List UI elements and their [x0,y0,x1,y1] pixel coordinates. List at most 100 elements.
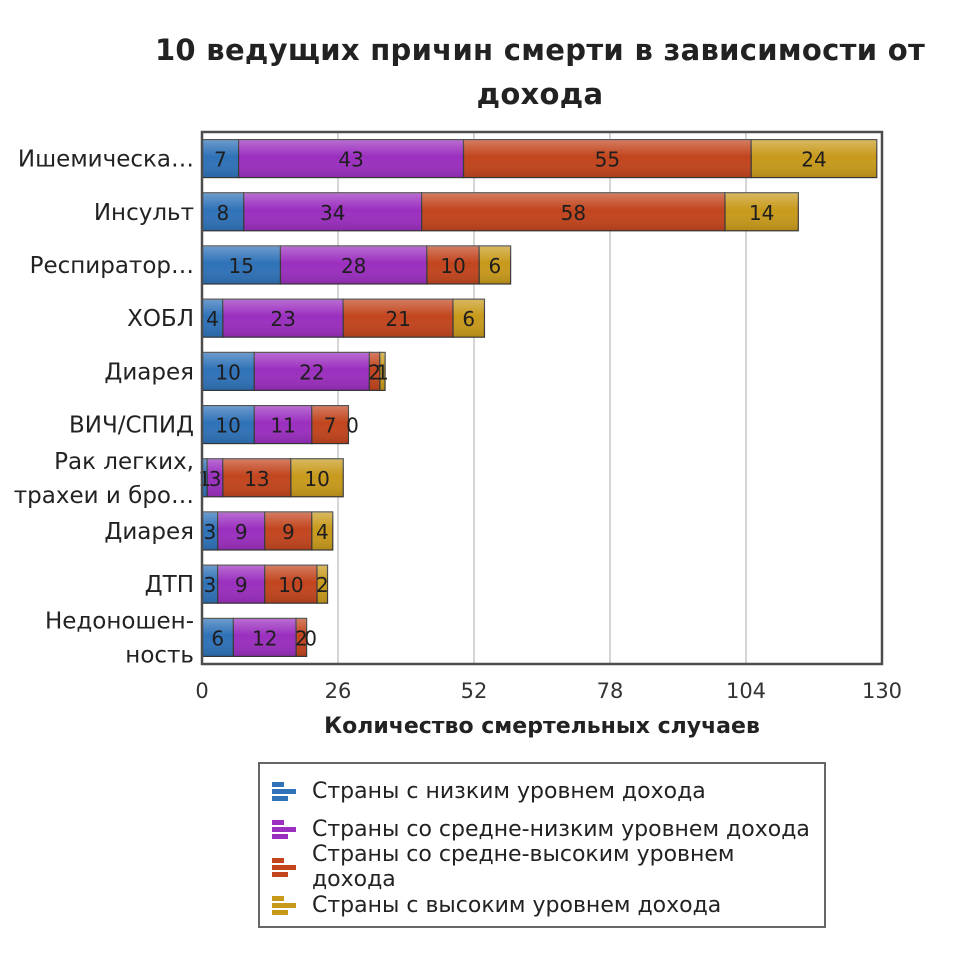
bar-shading [202,246,281,284]
bar-shading [202,618,234,657]
data-label: 8 [217,201,230,225]
chart-title: 10 ведущих причин смерти в зависимости о… [154,33,926,111]
data-label: 22 [299,360,324,384]
bar-shading [217,565,265,604]
data-label: 0 [346,414,359,438]
data-label: 4 [316,520,329,544]
bar-shading [243,192,422,231]
category-label: Недоношен- [45,608,194,634]
legend-label: Страны со средне-высоким уровнем дохода [311,842,735,892]
bar-shading [426,246,480,284]
data-label: 21 [385,307,410,331]
bar-shading [317,565,328,604]
data-label: 28 [341,254,366,278]
data-label: 9 [235,520,248,544]
legend-label: Страны со средне-низким уровнем дохода [312,816,810,842]
category-label: Инсульт [94,200,194,226]
bar-shading [202,139,239,178]
data-label: 10 [215,414,240,438]
data-label: 2 [295,626,308,650]
category-label: ДТП [145,572,194,598]
x-tick-label: 52 [461,679,488,703]
data-label: 34 [320,201,345,225]
bar-shading [207,458,223,497]
bar-shading [479,246,511,284]
bar-shading [202,192,244,231]
legend-item: Страны со средне-высоким уровнем дохода [272,842,824,892]
data-label: 9 [282,520,295,544]
bar-shading [463,139,752,178]
x-tick-label: 78 [597,679,624,703]
bar-shading [202,512,218,550]
plot-frame [200,130,884,666]
category-label: Диарея [104,519,194,545]
bar-shading [453,299,485,338]
x-tick-label: 26 [325,679,352,703]
data-label: 10 [278,573,303,597]
category-label: трахеи и бро… [14,483,194,509]
bar-shading [202,405,255,444]
data-label: 6 [489,254,502,278]
bar-chart-icon [272,855,298,879]
data-label: 4 [206,307,219,331]
category-label: Ишемическа… [18,147,194,173]
x-tick-label: 130 [862,679,902,703]
bar-shading [264,565,318,604]
data-label: 0 [304,626,317,650]
category-label: ность [125,642,194,668]
bar-shading [280,246,427,284]
legend-item: Страны с высоким уровнем дохода [272,886,824,924]
data-label: 23 [270,307,295,331]
legend-item: Страны со средне-низким уровнем дохода [272,810,824,848]
bar-shading [222,458,291,497]
data-label: 3 [209,467,222,491]
data-label: 58 [561,201,586,225]
category-label: Рак легких, [54,449,194,475]
data-label: 6 [211,626,224,650]
bar-chart-icon [272,893,298,917]
data-label: 15 [229,254,254,278]
bar-chart-icon [272,817,298,841]
data-label: 7 [214,148,227,172]
bar-shading [369,352,380,391]
data-label: 13 [244,467,269,491]
category-label: Диарея [104,359,194,385]
bar-shading [238,139,464,178]
data-label: 43 [338,148,363,172]
bar-shading [290,458,344,497]
bar-shading [254,352,370,391]
data-label: 10 [440,254,465,278]
bar-shading [202,565,218,604]
bar-shading [379,352,386,391]
bar-shading [343,299,454,338]
bar-shading [311,405,349,444]
bar-shading [725,192,799,231]
data-label: 3 [203,573,216,597]
x-tick-label: 104 [726,679,766,703]
data-label: 12 [252,626,277,650]
data-label: 3 [203,520,216,544]
bar-shading [254,405,312,444]
bar-shading [202,299,223,338]
bar-shading [202,352,255,391]
legend-label: Страны с низким уровнем дохода [312,778,706,804]
category-label: ХОБЛ [127,306,194,332]
data-label: 14 [749,201,774,225]
bar-shading [202,458,208,497]
bar-shading [222,299,344,338]
data-label: 9 [235,573,248,597]
x-tick-label: 0 [195,679,208,703]
bar-shading [233,618,297,657]
bar-shading [311,512,333,550]
data-label: 7 [324,414,337,438]
bar-shading [296,618,307,657]
data-label: 1 [376,360,389,384]
legend: Страны с низким уровнем дохода Страны со … [258,762,826,928]
data-label: 2 [368,360,381,384]
data-label: 10 [215,360,240,384]
bar-shading [421,192,726,231]
bar-chart-icon [272,779,298,803]
data-label: 2 [316,573,329,597]
bar-shading [264,512,312,550]
